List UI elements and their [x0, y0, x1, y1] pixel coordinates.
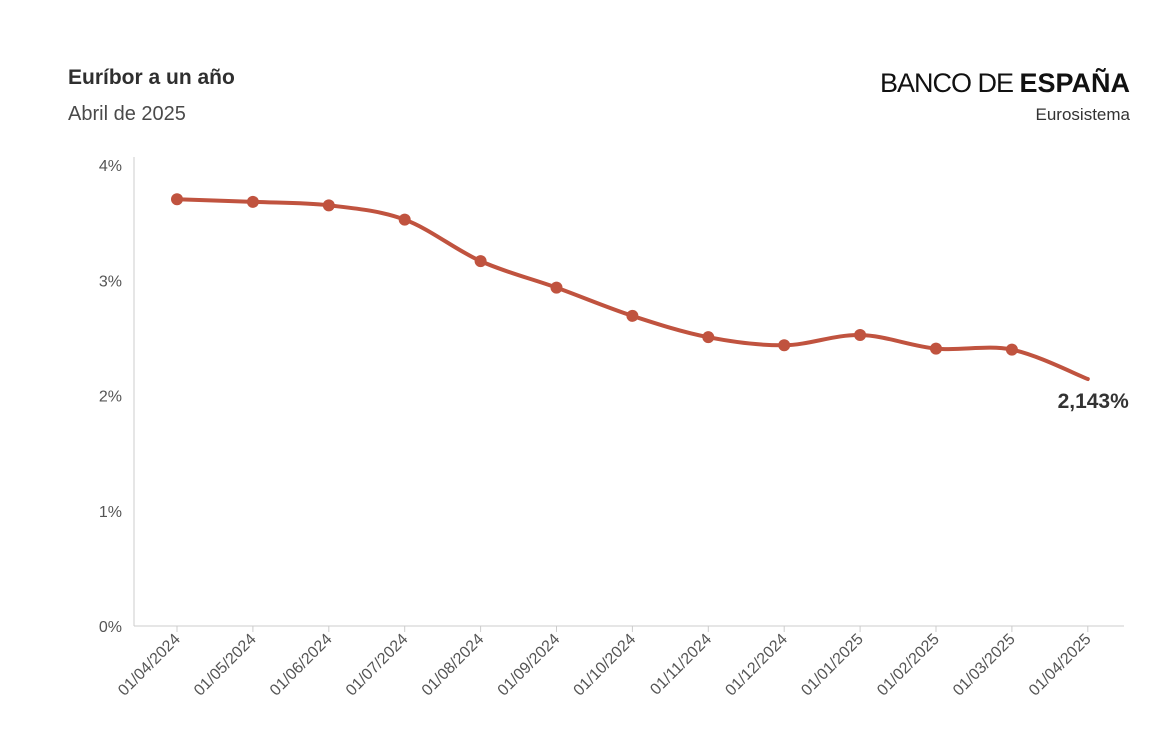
y-tick-label: 2% [99, 389, 122, 406]
data-point [550, 281, 563, 294]
x-tick-label: 01/11/2024 [647, 631, 715, 699]
x-tick-label: 01/12/2024 [722, 631, 791, 700]
x-tick-label: 01/06/2024 [267, 631, 336, 700]
x-tick-label: 01/10/2024 [571, 631, 640, 700]
x-tick-label: 01/08/2024 [419, 631, 488, 700]
y-tick-label: 3% [99, 273, 122, 290]
end-value-label: 2,143% [1058, 390, 1130, 413]
x-tick-label: 01/09/2024 [495, 631, 564, 700]
data-point [474, 255, 487, 268]
data-point [930, 342, 942, 355]
y-tick-label: 1% [99, 504, 122, 521]
x-tick-label: 01/04/2025 [1026, 631, 1095, 700]
banco-de-espana-logo: BANCO DE ESPAÑA Eurosistema [880, 68, 1130, 125]
data-point [702, 331, 715, 344]
data-point [778, 339, 791, 352]
x-tick-label: 01/07/2024 [343, 631, 412, 700]
y-tick-label: 4% [99, 158, 122, 175]
chart-title: Euríbor a un año [68, 66, 235, 89]
data-point [626, 309, 639, 322]
data-point [322, 199, 335, 212]
data-point [171, 193, 183, 206]
logo-wordmark-part2: ESPAÑA [1019, 68, 1130, 98]
data-point [398, 213, 411, 226]
data-point [1005, 343, 1018, 356]
data-point [854, 328, 867, 341]
logo-wordmark-part1: BANCO DE [879, 68, 1020, 98]
data-point [246, 195, 259, 208]
x-tick-label: 01/05/2024 [191, 631, 260, 700]
x-tick-label: 01/04/2024 [115, 631, 184, 700]
x-tick-label: 01/02/2025 [874, 631, 943, 700]
logo-wordmark: BANCO DE ESPAÑA [880, 68, 1130, 99]
x-tick-label: 01/01/2025 [798, 631, 867, 700]
y-tick-label: 0% [99, 619, 122, 636]
chart-subtitle: Abril de 2025 [68, 103, 186, 125]
x-tick-label: 01/03/2025 [950, 631, 1019, 700]
euribor-series-line [175, 197, 1090, 382]
logo-subtitle: Eurosistema [1035, 105, 1130, 124]
